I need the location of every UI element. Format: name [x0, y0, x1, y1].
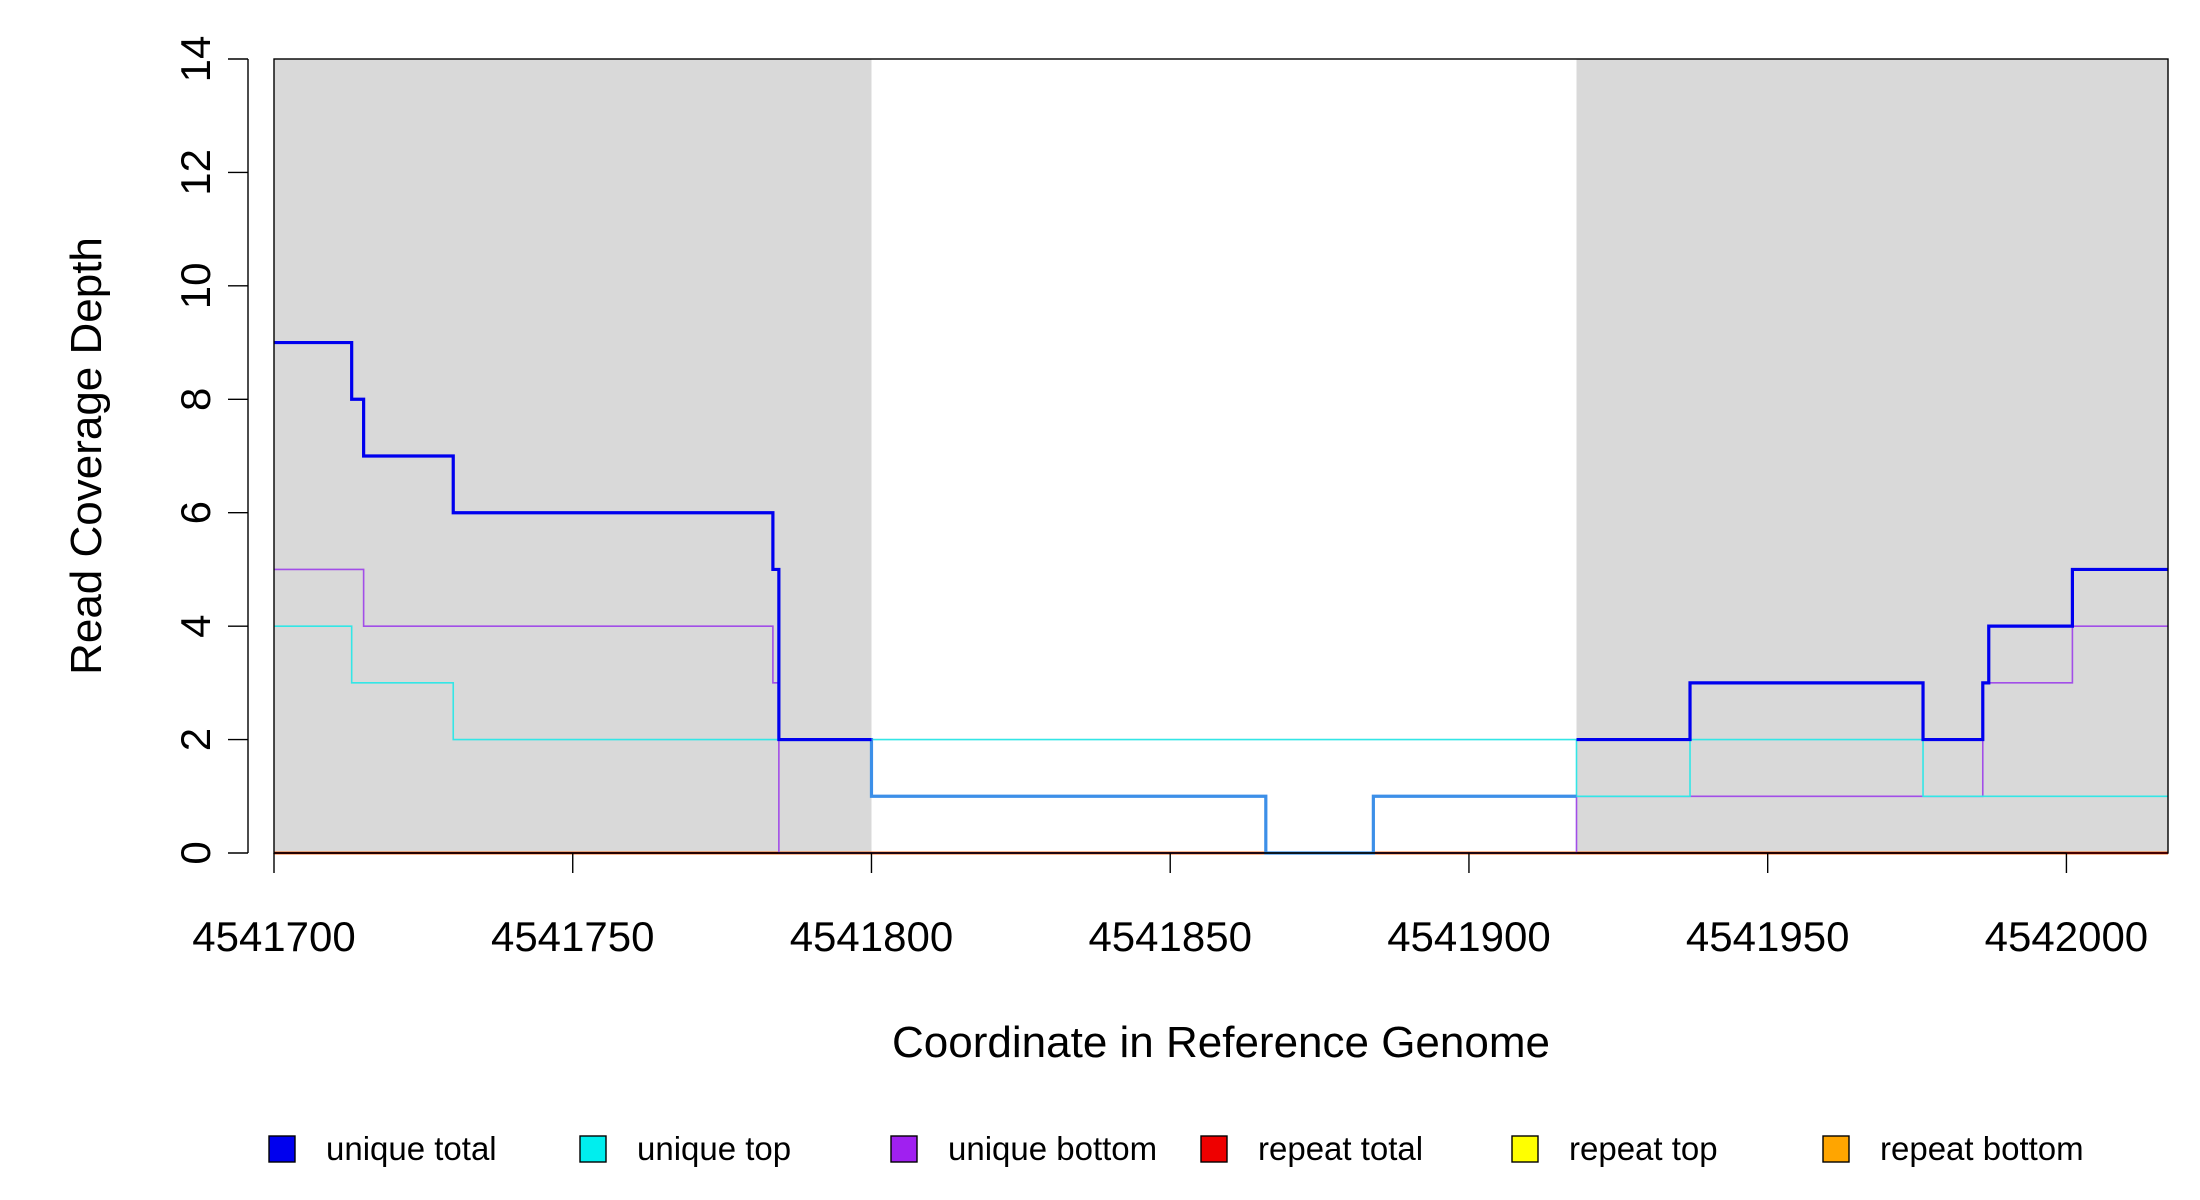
- x-axis-title: Coordinate in Reference Genome: [892, 1018, 1550, 1067]
- legend-swatch: [1511, 1135, 1539, 1163]
- y-axis-title: Read Coverage Depth: [62, 237, 111, 675]
- x-tick-label: 4542000: [1985, 913, 2149, 960]
- x-tick-label: 4541950: [1686, 913, 1850, 960]
- legend-label: unique total: [326, 1130, 497, 1167]
- legend-item-unique-total: unique total: [268, 1130, 497, 1167]
- y-tick-label: 10: [172, 262, 219, 309]
- shaded-region-2: [1576, 59, 2168, 853]
- x-tick-label: 4541900: [1387, 913, 1551, 960]
- x-axis: 4541700 4541750 4541800 4541850 4541900 45419…: [192, 852, 2149, 960]
- series-unique-total-inter-region: [778, 737, 1577, 855]
- x-tick-label: 4541700: [192, 913, 356, 960]
- legend-item-repeat-bottom: repeat bottom: [1822, 1130, 2084, 1167]
- shaded-regions: [274, 59, 2168, 853]
- legend-swatch: [1822, 1135, 1850, 1163]
- series-unique-total-right-region: [1576, 567, 2168, 742]
- legend-item-unique-bottom: unique bottom: [890, 1130, 1157, 1167]
- legend-swatch: [1200, 1135, 1228, 1163]
- y-tick-label: 12: [172, 149, 219, 196]
- legend-item-repeat-top: repeat top: [1511, 1130, 1718, 1167]
- legend-swatch: [890, 1135, 918, 1163]
- legend-swatch: [579, 1135, 607, 1163]
- legend-label: unique top: [637, 1130, 791, 1167]
- legend-label: repeat top: [1569, 1130, 1718, 1167]
- legend-label: unique bottom: [948, 1130, 1157, 1167]
- legend: unique total unique top unique bottom repea…: [268, 1130, 2084, 1167]
- x-tick-label: 4541850: [1088, 913, 1252, 960]
- y-tick-label: 14: [172, 36, 219, 83]
- y-tick-label: 6: [172, 501, 219, 524]
- legend-swatch: [268, 1135, 296, 1163]
- y-tick-label: 2: [172, 728, 219, 751]
- x-tick-label: 4541750: [491, 913, 655, 960]
- legend-label: repeat total: [1258, 1130, 1423, 1167]
- y-tick-label: 8: [172, 388, 219, 411]
- legend-item-repeat-total: repeat total: [1200, 1130, 1423, 1167]
- legend-label: repeat bottom: [1880, 1130, 2084, 1167]
- y-tick-label: 4: [172, 614, 219, 637]
- y-tick-label: 0: [172, 841, 219, 864]
- x-tick-label: 4541800: [790, 913, 954, 960]
- y-axis: 0 2 4 6 8 10 12 14: [172, 36, 249, 865]
- series-unique-total: [274, 340, 872, 742]
- legend-item-unique-top: unique top: [579, 1130, 791, 1167]
